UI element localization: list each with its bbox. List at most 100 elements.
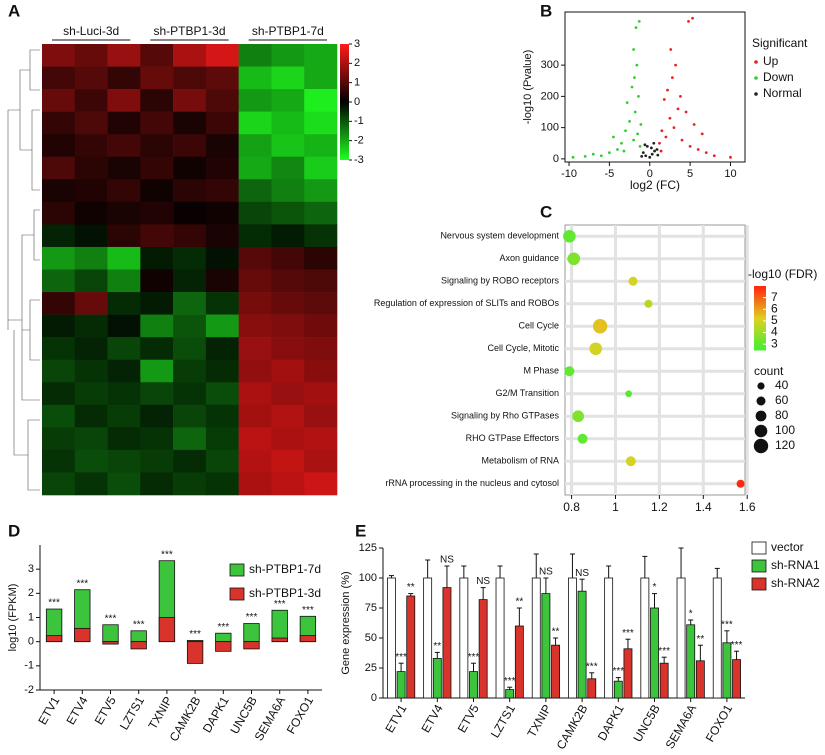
significance-label: ** — [552, 627, 560, 638]
point — [644, 154, 648, 158]
x-tick-label: CAMK2B — [554, 702, 591, 752]
x-tick-label: ETV1 — [382, 702, 409, 735]
point — [653, 149, 656, 153]
bar — [478, 599, 488, 699]
colorbar-slice — [754, 292, 766, 295]
colorbar-slice — [754, 298, 766, 301]
colorbar-tick-label: 5 — [771, 313, 778, 327]
point — [612, 135, 615, 139]
significance-label: *** — [133, 619, 145, 630]
heatmap-cell — [173, 156, 207, 180]
point — [680, 138, 684, 142]
size-legend-label: 120 — [775, 438, 795, 452]
y-tick-label: 0 — [28, 636, 34, 648]
point — [633, 76, 636, 80]
colorbar-slice — [754, 312, 766, 315]
colorbar-slice — [754, 290, 766, 293]
heatmap-cell — [304, 472, 338, 496]
heatmap-cell — [74, 246, 108, 270]
point — [729, 155, 732, 159]
point — [637, 94, 640, 98]
heatmap-cell — [173, 314, 207, 338]
category-label: Signaling by ROBO receptors — [441, 276, 560, 286]
legend-title: Significant — [752, 36, 808, 50]
significance-label: *** — [586, 661, 598, 672]
heatmap-cell — [140, 179, 174, 203]
bar — [271, 637, 288, 643]
heatmap-cell — [74, 44, 108, 67]
x-tick-label: FOXO1 — [703, 702, 736, 745]
heatmap-cell — [205, 404, 239, 428]
point — [632, 48, 636, 51]
heatmap-cell — [304, 134, 338, 158]
bar — [568, 577, 577, 699]
point — [625, 101, 629, 105]
bubble — [577, 433, 588, 444]
colorbar-slice — [754, 340, 766, 343]
heatmap-cell — [140, 382, 174, 406]
heatmap-cell — [42, 359, 76, 383]
x-tick-label: LZTS1 — [117, 694, 147, 732]
size-legend-marker — [753, 438, 769, 454]
y-tick-label: 3 — [28, 563, 34, 575]
point — [637, 19, 641, 23]
heatmap-cell — [238, 89, 272, 112]
colorbar-tick-label: -2 — [354, 135, 364, 147]
category-label: RHO GTPase Effectors — [466, 433, 560, 443]
x-tick-label: -10 — [561, 168, 577, 180]
heatmap-cell — [271, 382, 305, 406]
heatmap-cell — [271, 427, 305, 451]
heatmap-cell — [304, 246, 338, 270]
point — [679, 94, 682, 98]
heatmap-cell — [205, 449, 239, 473]
category-label: M Phase — [523, 366, 559, 376]
heatmap-cell — [140, 246, 174, 270]
bar — [640, 577, 650, 699]
colorbar-slice — [754, 336, 766, 339]
heatmap-cell — [238, 404, 272, 428]
size-legend-marker — [755, 410, 767, 422]
heatmap-cell — [107, 156, 141, 180]
x-tick-label: DAPK1 — [595, 702, 627, 743]
bar — [423, 577, 433, 699]
heatmap-cell — [74, 201, 108, 225]
y-tick-label: 0 — [553, 153, 559, 165]
heatmap-cell — [42, 111, 76, 135]
y-tick-label: 1 — [28, 611, 34, 623]
heatmap-cell — [238, 179, 272, 203]
heatmap-cell — [140, 111, 174, 135]
significance-label: *** — [217, 622, 229, 633]
legend-label: Normal — [763, 86, 802, 100]
significance-label: *** — [731, 640, 743, 651]
category-label: Axon guidance — [499, 253, 559, 263]
heatmap-cell — [107, 359, 141, 383]
heatmap-cell — [173, 134, 207, 158]
significance-label: *** — [161, 549, 173, 560]
colorbar-slice — [754, 316, 766, 319]
bar — [551, 644, 560, 699]
heatmap-cell — [205, 382, 239, 406]
y-tick-label: 0 — [371, 692, 377, 704]
y-tick-label: 2 — [28, 587, 34, 599]
heatmap-cell — [205, 472, 239, 496]
heatmap-cell — [238, 427, 272, 451]
heatmap-cell — [107, 314, 141, 338]
point — [599, 154, 603, 158]
significance-label: *** — [302, 605, 314, 616]
point — [571, 155, 575, 159]
heatmap-cell — [304, 179, 338, 203]
heatmap-cell — [107, 201, 141, 225]
heatmap-cell — [74, 66, 108, 90]
bubble — [564, 366, 575, 377]
colorbar-slice — [754, 344, 766, 347]
heatmap-cell — [205, 292, 239, 315]
y-tick-label: 100 — [541, 122, 559, 134]
heatmap-cell — [238, 134, 272, 158]
y-tick-label: 200 — [541, 90, 559, 102]
heatmap-cell — [205, 427, 239, 451]
heatmap-cell — [42, 224, 76, 248]
heatmap-cell — [74, 292, 108, 315]
heatmap-cell — [205, 111, 239, 135]
bar — [215, 641, 232, 652]
heatmap-cell — [107, 134, 141, 158]
